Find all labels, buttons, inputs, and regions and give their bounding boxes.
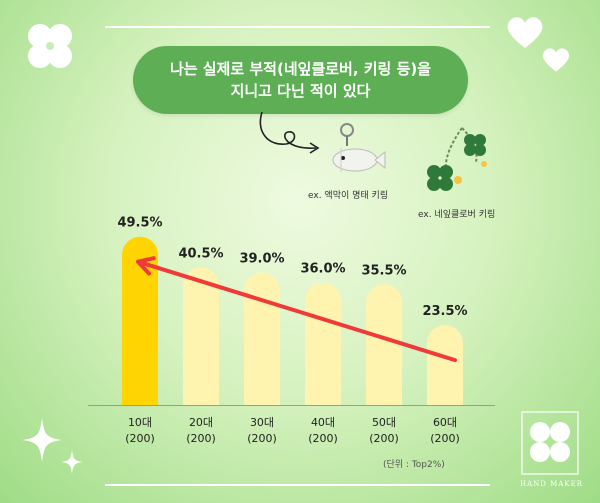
sparkle-icon	[22, 418, 62, 462]
question-line-2: 지니고 다닌 적이 있다	[230, 82, 371, 100]
value-label-2: 39.0%	[239, 251, 284, 266]
sample-label-4: (200)	[369, 432, 399, 445]
sample-label-0: (200)	[125, 432, 155, 445]
sample-label-5: (200)	[430, 432, 460, 445]
bar-0	[122, 236, 158, 405]
sample-label-2: (200)	[247, 432, 277, 445]
sparkle-small-icon	[61, 450, 83, 474]
top-divider	[105, 26, 490, 28]
clover-keyring-icon	[427, 127, 487, 191]
bar-3	[305, 282, 341, 405]
heart-icon	[507, 17, 543, 48]
curly-arrow-icon	[259, 111, 320, 154]
bar-4	[366, 284, 402, 405]
example-caption-clover: ex. 네잎클로버 키링	[418, 210, 496, 220]
value-label-3: 36.0%	[300, 262, 345, 277]
fish-keyring-icon	[332, 123, 386, 172]
category-label-3: 40대	[311, 416, 335, 429]
category-label-1: 20대	[189, 416, 213, 429]
question-bubble: 나는 실제로 부적(네잎클로버, 키링 등)을 지니고 다닌 적이 있다	[133, 46, 468, 114]
heart-small-icon	[542, 48, 570, 72]
example-caption-fish: ex. 액막이 명태 키링	[308, 191, 389, 201]
question-line-1: 나는 실제로 부적(네잎클로버, 키링 등)을	[169, 60, 432, 78]
category-label-0: 10대	[128, 416, 152, 429]
bar-2	[244, 272, 280, 405]
value-label-4: 35.5%	[361, 263, 406, 278]
sample-label-3: (200)	[308, 432, 338, 445]
brand-name: HAND MAKER	[520, 480, 583, 488]
clover-logo-icon	[28, 24, 72, 68]
value-label-5: 23.5%	[422, 304, 467, 319]
unit-note: (단위 : Top2%)	[383, 460, 445, 470]
brand-logo-icon	[521, 411, 579, 475]
trend-arrow	[136, 256, 457, 363]
value-label-1: 40.5%	[178, 246, 223, 261]
category-label-4: 50대	[372, 416, 396, 429]
category-label-5: 60대	[433, 416, 457, 429]
sample-label-1: (200)	[186, 432, 216, 445]
category-label-2: 30대	[250, 416, 274, 429]
value-label-0: 49.5%	[117, 216, 162, 231]
bar-5	[427, 325, 463, 405]
bottom-divider	[105, 484, 490, 486]
bar-1	[183, 267, 219, 405]
